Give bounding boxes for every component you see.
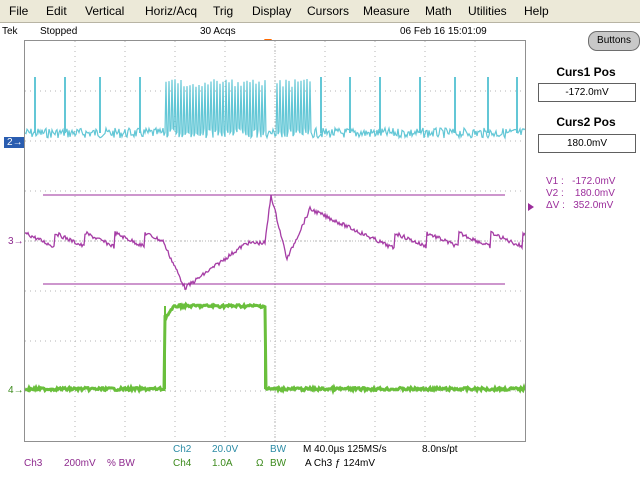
menu-display[interactable]: Display bbox=[252, 4, 292, 18]
ch3-flags: % BW bbox=[107, 458, 135, 469]
cursor-panel: Buttons Curs1 Pos -172.0mV Curs2 Pos 180… bbox=[528, 23, 640, 480]
waveform-canvas bbox=[25, 41, 525, 441]
v1-readout: V1 : -172.0mV bbox=[546, 176, 616, 187]
menu-file[interactable]: File bbox=[9, 4, 29, 18]
trigger-readout[interactable]: A Ch3 ƒ 124mV bbox=[305, 458, 376, 469]
menu-utilities[interactable]: Utilities bbox=[468, 4, 507, 18]
status-bar: Tek Stopped 30 Acqs 06 Feb 16 15:01:09 bbox=[0, 23, 528, 45]
menu-help[interactable]: Help bbox=[524, 4, 549, 18]
menu-math[interactable]: Math bbox=[425, 4, 452, 18]
menu-bar: File Edit Vertical Horiz/Acq Trig Displa… bbox=[0, 0, 640, 23]
ch4-ohm-flag: Ω bbox=[256, 458, 264, 469]
waveform-display[interactable] bbox=[24, 40, 526, 442]
ch2-marker-label: 2 bbox=[7, 137, 13, 148]
menu-vertical[interactable]: Vertical bbox=[85, 4, 125, 18]
ch2-trace bbox=[25, 78, 525, 140]
curs1-position-field[interactable]: -172.0mV bbox=[538, 83, 636, 102]
buttons-toggle-button[interactable]: Buttons bbox=[588, 31, 640, 51]
ch4-marker-label: 4 bbox=[8, 385, 14, 396]
curs2-title: Curs2 Pos bbox=[556, 115, 616, 129]
acq-state: Stopped bbox=[40, 26, 78, 37]
ch2-label[interactable]: Ch2 bbox=[173, 444, 192, 455]
menu-trig[interactable]: Trig bbox=[213, 4, 234, 18]
brand-label: Tek bbox=[2, 26, 18, 37]
menu-horiz-acq[interactable]: Horiz/Acq bbox=[145, 4, 198, 18]
menu-edit[interactable]: Edit bbox=[46, 4, 67, 18]
ch4-label[interactable]: Ch4 bbox=[173, 458, 192, 469]
ch3-label[interactable]: Ch3 bbox=[24, 458, 43, 469]
ch2-ground-marker[interactable]: 2→ bbox=[4, 137, 26, 148]
ch2-bw-flag: BW bbox=[270, 444, 287, 455]
acq-count: 30 Acqs bbox=[200, 26, 236, 37]
ch4-bw-flag: BW bbox=[270, 458, 287, 469]
menu-cursors[interactable]: Cursors bbox=[307, 4, 350, 18]
cursor-marker-icon bbox=[528, 203, 534, 211]
ch3-trace bbox=[25, 194, 525, 291]
ch3-marker-label: 3 bbox=[8, 236, 14, 247]
ch2-scale[interactable]: 20.0V bbox=[212, 444, 239, 455]
ch3-scale[interactable]: 200mV bbox=[64, 458, 96, 469]
curs2-position-field[interactable]: 180.0mV bbox=[538, 134, 636, 153]
datetime-label: 06 Feb 16 15:01:09 bbox=[400, 26, 487, 37]
v2-readout: V2 : 180.0mV bbox=[546, 188, 615, 199]
menu-measure[interactable]: Measure bbox=[363, 4, 410, 18]
curs1-title: Curs1 Pos bbox=[556, 65, 616, 79]
ch4-scale[interactable]: 1.0A bbox=[212, 458, 233, 469]
resolution-readout: 8.0ns/pt bbox=[422, 444, 458, 455]
ch4-ground-marker[interactable]: 4→ bbox=[8, 385, 24, 396]
delta-v-readout: ΔV : 352.0mV bbox=[546, 200, 614, 211]
ch4-trace bbox=[25, 301, 525, 396]
ch3-ground-marker[interactable]: 3→ bbox=[8, 236, 24, 247]
timebase-readout[interactable]: M 40.0µs 125MS/s bbox=[303, 444, 387, 455]
